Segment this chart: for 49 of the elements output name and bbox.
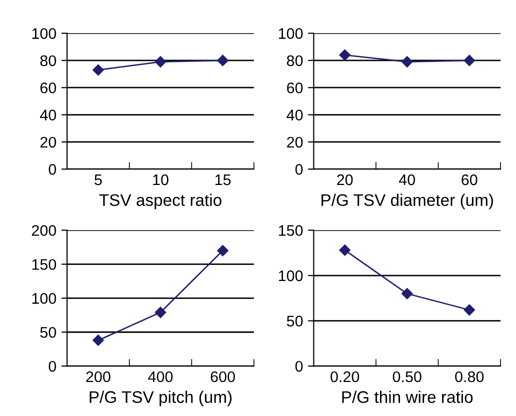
- y-tick-label: 60: [40, 82, 56, 94]
- y-tick-label: 80: [286, 55, 303, 66]
- y-tick-label: 80: [40, 55, 56, 66]
- point: [92, 334, 104, 346]
- y-tick-label: 60: [287, 82, 303, 94]
- y-tick-label: 50: [40, 326, 56, 338]
- y-tick-label: 50: [286, 316, 303, 326]
- x-tick-label: 40: [398, 174, 416, 186]
- x-tick-label: 200: [86, 371, 110, 382]
- y-tick-label: 20: [40, 136, 56, 148]
- x-tick-label: 15: [215, 174, 231, 186]
- y-tick-label: 0: [295, 164, 303, 175]
- y-tick-label: 0: [48, 164, 56, 175]
- y-tick-label: 40: [40, 110, 56, 120]
- y-tick-label: 100: [32, 293, 56, 304]
- x-tick-label: 400: [148, 371, 173, 382]
- point: [217, 54, 228, 66]
- y-tick-label: 20: [287, 136, 303, 148]
- y-tick-label: 100: [278, 270, 303, 282]
- x-axis-title: P/G TSV pitch (um): [90, 390, 232, 406]
- y-tick-label: 100: [278, 28, 303, 39]
- y-tick-label: 0: [48, 360, 56, 372]
- point: [154, 306, 166, 318]
- point: [464, 54, 475, 66]
- x-tick-label: 0.20: [330, 371, 360, 382]
- x-tick-label: 20: [337, 174, 353, 186]
- y-tick-label: 0: [295, 360, 303, 372]
- x-axis-title: P/G TSV diameter (um): [322, 194, 493, 210]
- x-axis-title: TSV aspect ratio: [99, 194, 222, 210]
- point: [92, 64, 104, 76]
- y-tick-label: 150: [278, 225, 303, 236]
- y-tick-label: 200: [32, 225, 56, 236]
- x-tick-label: 5: [94, 174, 102, 186]
- point: [402, 56, 413, 68]
- x-axis-title: P/G thin wire ratio: [342, 390, 473, 403]
- point: [402, 288, 413, 300]
- point: [339, 49, 350, 61]
- x-tick-label: 0.50: [392, 371, 422, 382]
- point: [154, 56, 166, 68]
- point: [464, 304, 475, 316]
- x-tick-label: 10: [153, 174, 168, 186]
- y-tick-label: 150: [32, 259, 56, 270]
- x-tick-label: 0.80: [455, 371, 484, 382]
- y-tick-label: 100: [32, 28, 56, 39]
- point: [217, 245, 228, 256]
- x-tick-label: 600: [210, 371, 235, 382]
- point: [339, 244, 350, 256]
- x-tick-label: 60: [462, 174, 478, 186]
- y-tick-label: 40: [286, 110, 303, 120]
